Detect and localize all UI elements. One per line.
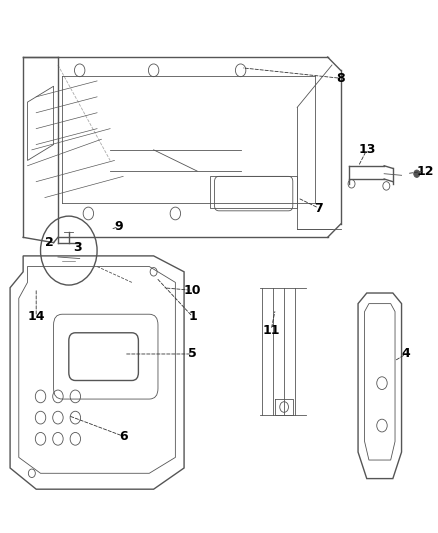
Text: 8: 8 — [336, 72, 345, 85]
Circle shape — [414, 170, 420, 177]
Text: 2: 2 — [45, 236, 53, 249]
Text: 4: 4 — [402, 348, 410, 360]
Text: 13: 13 — [358, 143, 375, 156]
Text: 5: 5 — [188, 348, 197, 360]
Text: 7: 7 — [314, 201, 323, 215]
Text: 10: 10 — [184, 284, 201, 297]
Text: 12: 12 — [417, 165, 434, 177]
Text: 11: 11 — [262, 324, 280, 337]
Text: 9: 9 — [114, 220, 123, 233]
Text: 14: 14 — [28, 310, 45, 324]
Text: 1: 1 — [188, 310, 197, 324]
Text: 6: 6 — [119, 430, 127, 443]
Text: 3: 3 — [73, 241, 82, 254]
